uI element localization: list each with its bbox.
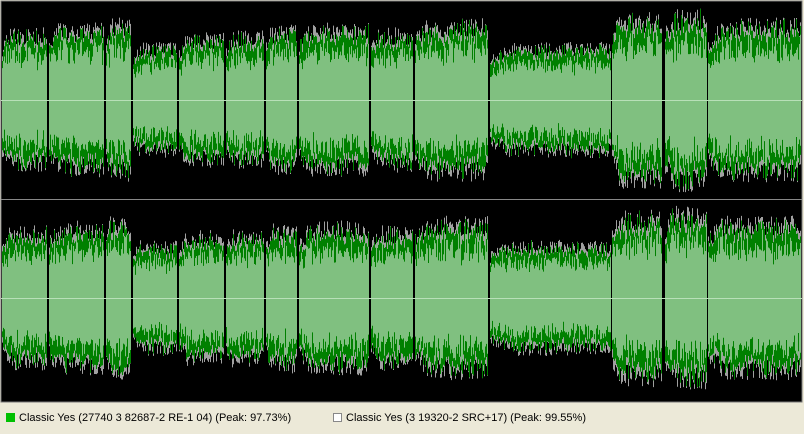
waveforms (2, 8, 801, 390)
legend-swatch-2 (333, 413, 342, 422)
legend-label-2: Classic Yes (3 19320-2 SRC+17) (Peak: 99… (346, 412, 586, 424)
legend-swatch-1 (6, 413, 15, 422)
legend-label-1: Classic Yes (27740 3 82687-2 RE-1 04) (P… (19, 412, 291, 424)
